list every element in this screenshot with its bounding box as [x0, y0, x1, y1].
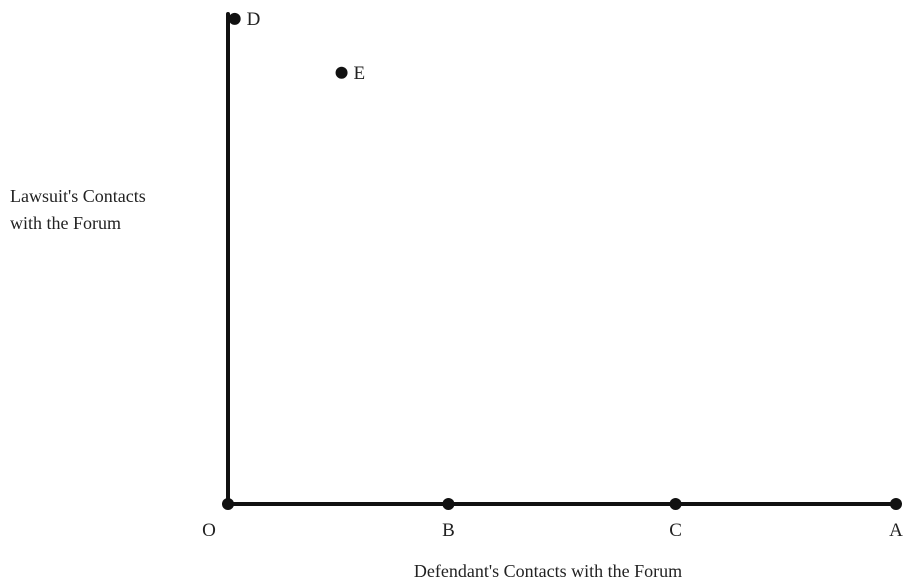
point-label-a: A [889, 520, 903, 541]
point-o [222, 498, 234, 510]
y-axis-label: Lawsuit's Contacts with the Forum [10, 183, 210, 237]
point-b [442, 498, 455, 510]
point-label-d: D [247, 9, 261, 30]
point-e [335, 66, 348, 79]
points-layer: O B C A D E [202, 9, 903, 541]
point-label-b: B [442, 520, 455, 541]
point-label-c: C [669, 520, 682, 541]
point-a [890, 498, 902, 510]
y-axis-label-line-2: with the Forum [10, 213, 121, 233]
point-label-e: E [354, 63, 366, 84]
point-d [228, 12, 241, 25]
point-label-o: O [202, 520, 216, 541]
x-axis-label: Defendant's Contacts with the Forum [414, 561, 682, 581]
point-c [669, 498, 682, 510]
y-axis-label-line-1: Lawsuit's Contacts [10, 186, 146, 206]
